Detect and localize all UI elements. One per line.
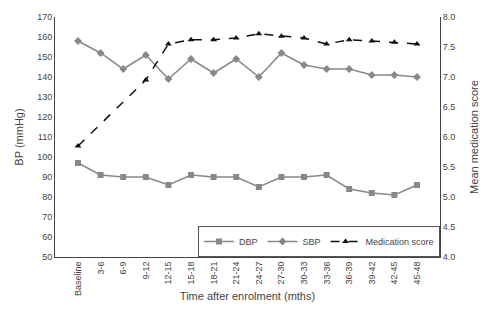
svg-text:9-12: 9-12 <box>141 262 151 280</box>
svg-text:21-24: 21-24 <box>231 262 241 285</box>
svg-text:4.0: 4.0 <box>443 252 456 262</box>
svg-text:12-15: 12-15 <box>163 262 173 285</box>
svg-text:5.0: 5.0 <box>443 192 456 202</box>
svg-text:140: 140 <box>37 72 52 82</box>
svg-text:5.5: 5.5 <box>443 162 456 172</box>
svg-text:100: 100 <box>37 152 52 162</box>
svg-text:80: 80 <box>42 192 52 202</box>
svg-text:Time after enrolment (mths): Time after enrolment (mths) <box>180 290 315 302</box>
svg-text:4.5: 4.5 <box>443 222 456 232</box>
svg-text:42-45: 42-45 <box>389 262 399 285</box>
svg-text:BP (mmHg): BP (mmHg) <box>13 108 25 165</box>
svg-text:160: 160 <box>37 32 52 42</box>
svg-text:70: 70 <box>42 212 52 222</box>
svg-text:15-18: 15-18 <box>186 262 196 285</box>
svg-text:150: 150 <box>37 52 52 62</box>
svg-text:90: 90 <box>42 172 52 182</box>
svg-text:Baseline: Baseline <box>73 262 83 297</box>
svg-text:170: 170 <box>37 12 52 22</box>
svg-text:6.0: 6.0 <box>443 132 456 142</box>
svg-text:120: 120 <box>37 112 52 122</box>
svg-text:18-21: 18-21 <box>209 262 219 285</box>
svg-text:7.0: 7.0 <box>443 72 456 82</box>
svg-text:36-39: 36-39 <box>344 262 354 285</box>
svg-text:45-48: 45-48 <box>412 262 422 285</box>
svg-text:3-6: 3-6 <box>96 262 106 275</box>
svg-text:6-9: 6-9 <box>118 262 128 275</box>
svg-text:27-30: 27-30 <box>276 262 286 285</box>
svg-text:DBP: DBP <box>239 237 258 247</box>
svg-text:Medication score: Medication score <box>366 237 434 247</box>
svg-text:30-33: 30-33 <box>299 262 309 285</box>
svg-text:130: 130 <box>37 92 52 102</box>
svg-text:24-27: 24-27 <box>254 262 264 285</box>
svg-text:Mean medication score: Mean medication score <box>468 80 480 194</box>
svg-text:6.5: 6.5 <box>443 102 456 112</box>
svg-text:8.0: 8.0 <box>443 12 456 22</box>
svg-text:SBP: SBP <box>303 237 321 247</box>
svg-text:7.5: 7.5 <box>443 42 456 52</box>
svg-text:33-36: 33-36 <box>322 262 332 285</box>
svg-text:110: 110 <box>38 132 52 142</box>
svg-text:50: 50 <box>42 252 52 262</box>
svg-text:60: 60 <box>42 232 52 242</box>
svg-text:39-42: 39-42 <box>367 262 377 285</box>
